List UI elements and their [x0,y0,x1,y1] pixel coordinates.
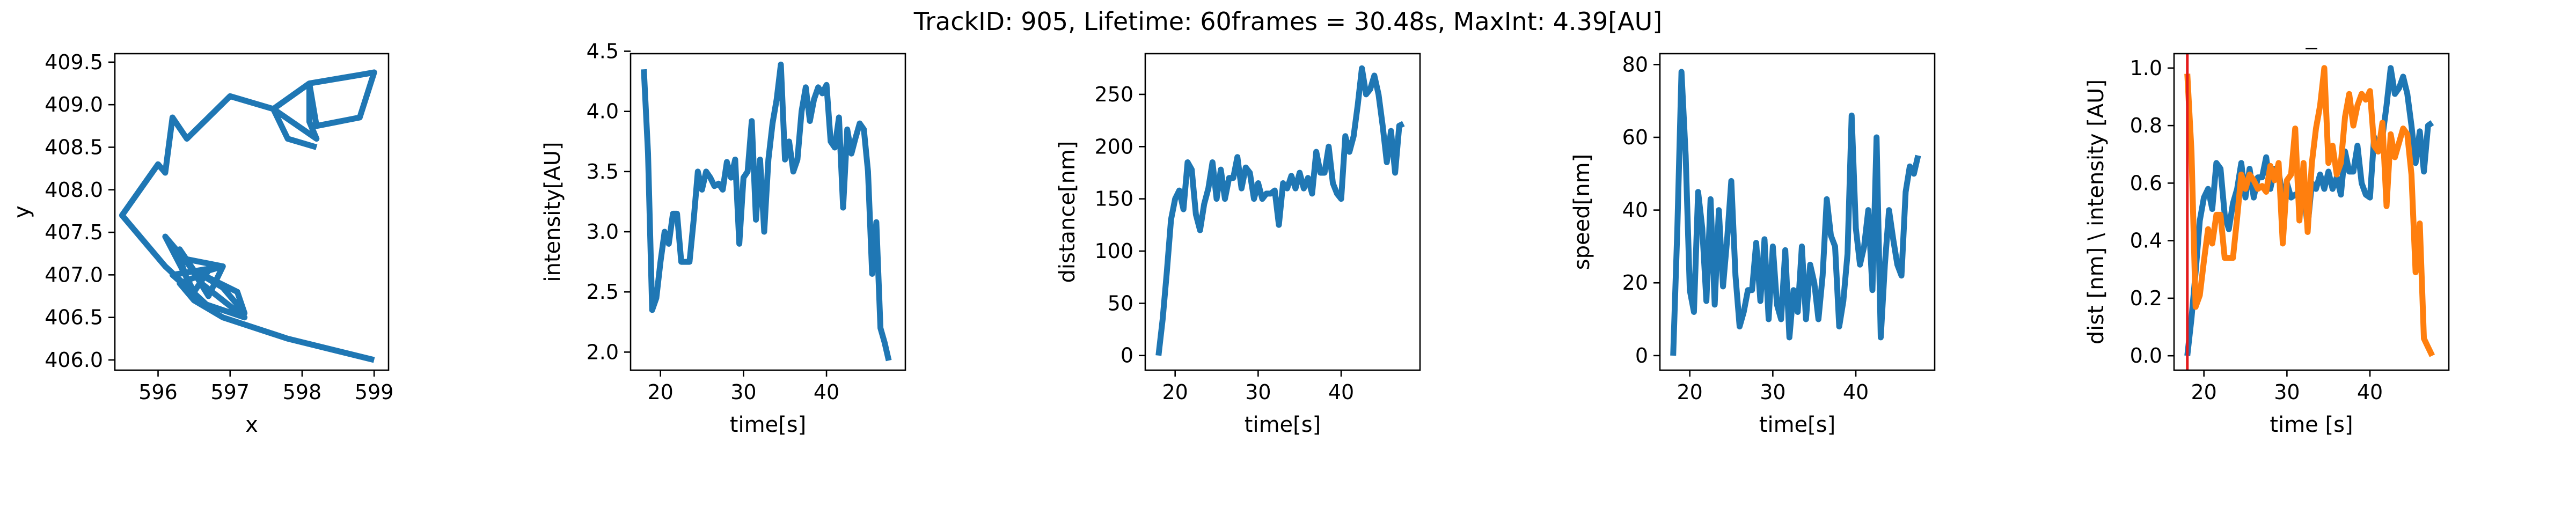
y-tick-label: 50 [1108,291,1133,315]
axes-frame [1144,53,1421,371]
y-tick-label: 406.0 [45,348,103,372]
x-tick-label: 30 [1245,380,1271,404]
y-tick-label: 0.2 [2130,286,2162,310]
y-tick-label: 4.0 [587,100,619,123]
normalized-panel: 20 30 40 0.0 0.2 0.4 0.6 0.8 1.0 time [s] dist [nm… [2084,23,2450,437]
y-tick-label: 3.5 [587,160,619,183]
series-line-blue [119,69,377,363]
series-line-blue [1670,69,1921,356]
y-tick-label: 0.8 [2130,114,2162,137]
y-tick-label: 408.5 [45,135,103,159]
y-tick-label: 408.0 [45,178,103,202]
x-tick-label: 30 [1760,380,1785,404]
y-tick-label: 60 [1622,126,1648,149]
x-tick-label: 597 [210,380,250,404]
y-tick-label: 2.0 [587,340,619,364]
y-tick-label: 407.0 [45,263,103,286]
y-tick-label: 150 [1094,187,1133,211]
y-tick-label: 250 [1094,83,1133,106]
y-tick-label: 3.0 [587,220,619,244]
y-tick-label: 4.5 [587,40,619,63]
y-axis-label: distance[nm] [1055,141,1080,283]
y-tick-label: 0.0 [2130,344,2162,367]
intensity-panel: 20 30 40 2.0 2.5 3.0 3.5 4.0 4.5 time[s] intensity… [540,40,906,437]
y-tick-label: 200 [1094,135,1133,158]
x-tick-label: 40 [1843,380,1869,404]
distance-panel: 20 30 40 0 50 100 150 200 250 time[s] distance[nm] [1055,53,1421,437]
x-tick-label: 40 [1328,380,1354,404]
y-axis-label: dist [nm] \ intensity [AU] [2084,79,2109,344]
speed-panel: 20 30 40 0 20 40 60 80 time[s] speed[nm] [1570,53,1936,437]
x-axis-label: time[s] [1759,413,1835,437]
xy-panel: 596 597 598 599 406.0 406.5 407.0 407.5 408.0 408… [10,50,393,437]
x-tick-label: 40 [2357,380,2383,404]
x-tick-label: 596 [138,380,178,404]
series-line-blue [641,61,892,362]
y-tick-label: 100 [1094,239,1133,263]
y-tick-label: 40 [1622,198,1648,222]
y-axis-label: speed[nm] [1570,154,1594,270]
axes-frame [630,53,906,371]
x-tick-label: 30 [2274,380,2300,404]
x-axis-label: x [245,413,258,437]
x-tick-label: 40 [814,380,839,404]
y-axis-label: intensity[AU] [540,142,565,282]
y-tick-label: 406.5 [45,306,103,329]
y-axis-label: y [10,205,34,218]
series-line-orange [2184,65,2435,357]
x-axis-label: time[s] [730,413,806,437]
y-tick-label: 0 [1121,344,1133,367]
y-tick-label: 2.5 [587,280,619,304]
y-tick-label: 0.4 [2130,229,2162,253]
x-tick-label: 30 [730,380,756,404]
y-tick-label: 0 [1635,344,1648,367]
figure-suptitle: TrackID: 905, Lifetime: 60frames = 30.48… [913,7,1663,36]
x-tick-label: 20 [1677,380,1703,404]
y-tick-label: 80 [1622,53,1648,76]
panels: 596 597 598 599406.0406.5407.0407.5408.0408… [10,23,2450,437]
y-tick-label: 407.5 [45,220,103,244]
axes-frame [114,53,390,371]
y-tick-label: 409.0 [45,93,103,116]
x-tick-label: 20 [1162,380,1188,404]
x-tick-label: 598 [283,380,322,404]
panel-title: _ [2306,23,2318,49]
axes-frame [1659,53,1936,371]
y-tick-label: 1.0 [2130,56,2162,80]
series-line-blue [1155,65,1405,356]
x-tick-label: 599 [355,380,394,404]
x-tick-label: 20 [648,380,674,404]
x-axis-label: time [s] [2270,413,2353,437]
x-tick-label: 20 [2191,380,2217,404]
y-tick-label: 409.5 [45,50,103,74]
x-axis-label: time[s] [1245,413,1321,437]
y-tick-label: 0.6 [2130,171,2162,195]
axes-frame [2173,53,2450,371]
y-tick-label: 20 [1622,271,1648,295]
